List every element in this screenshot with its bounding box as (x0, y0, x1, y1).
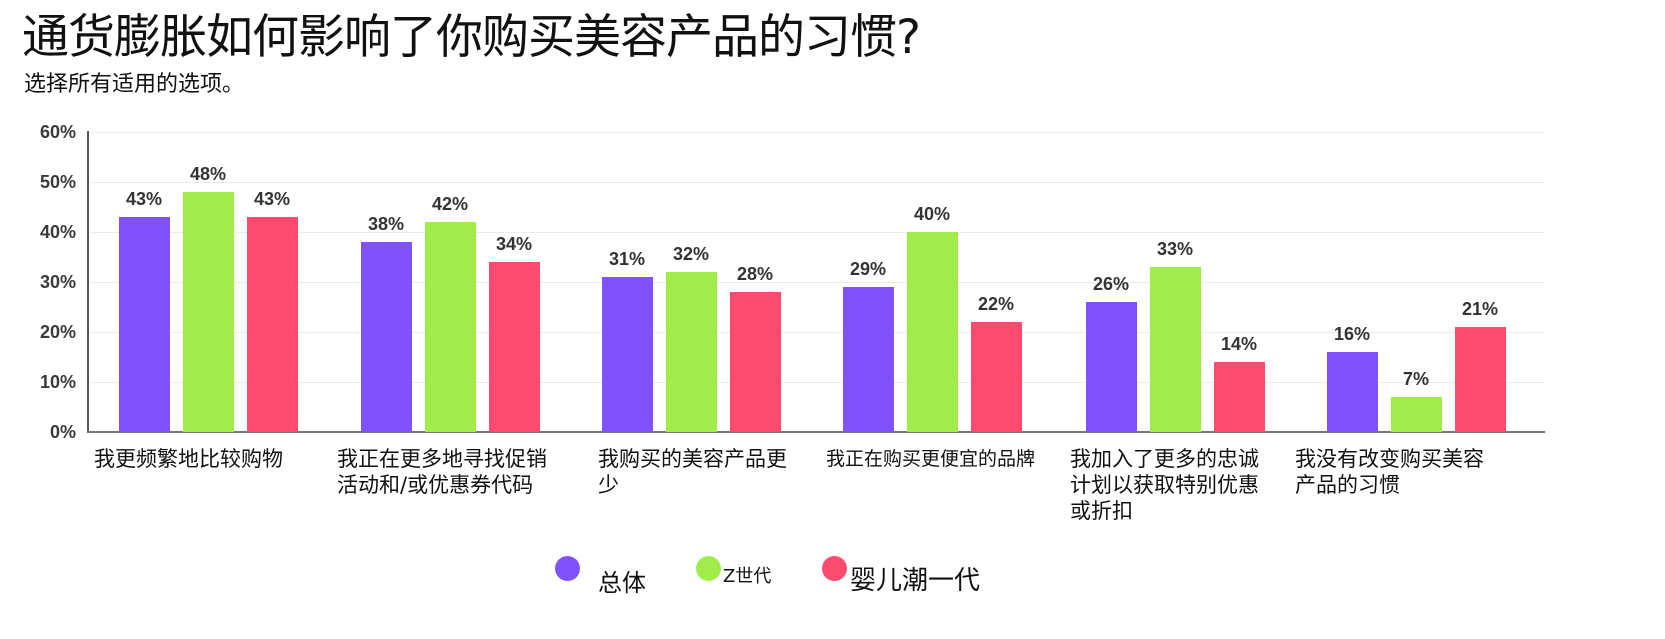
gridline (90, 282, 1545, 283)
legend-label: 婴儿潮一代 (850, 566, 981, 596)
bar-gen-z[interactable] (183, 192, 234, 432)
y-tick-label: 10% (39, 372, 76, 392)
bar-value-label: 29% (849, 259, 887, 279)
chart-legend: 总体 Z世代 婴儿潮一代 (0, 556, 1665, 597)
bar-value-label: 48% (189, 164, 227, 184)
y-tick-label: 60% (39, 122, 76, 142)
bar-boomers[interactable] (971, 322, 1022, 432)
chart-subtitle: 选择所有适用的选项。 (24, 72, 245, 97)
bar-boomers[interactable] (1214, 362, 1265, 432)
bar-gen-z[interactable] (425, 222, 476, 432)
bar-value-label: 7% (1402, 369, 1429, 389)
bar-value-label: 38% (367, 214, 405, 234)
x-category-label: 我更频繁地比较购物 (94, 446, 309, 472)
y-tick-label: 30% (39, 272, 76, 292)
bar-value-label: 42% (431, 194, 469, 214)
x-category-line: 或折扣 (1070, 499, 1133, 523)
bar-overall[interactable] (843, 287, 894, 432)
x-category-line: 我正在更多地寻找促销 (337, 447, 547, 471)
y-tick-label: 40% (39, 222, 76, 242)
x-category-line: 少 (598, 473, 619, 497)
bar-value-label: 16% (1333, 324, 1371, 344)
bar-overall[interactable] (119, 217, 170, 432)
legend-dot-icon (555, 556, 580, 581)
watermark-fragment (1578, 628, 1618, 639)
bar-value-label: 34% (495, 234, 533, 254)
bar-value-label: 14% (1220, 334, 1258, 354)
bar-boomers[interactable] (247, 217, 298, 432)
x-category-line: 活动和/或优惠券代码 (337, 473, 534, 497)
gridline (90, 232, 1545, 233)
x-category-label: 我正在更多地寻找促销 活动和/或优惠券代码 (337, 446, 552, 498)
bar-overall[interactable] (361, 242, 412, 432)
legend-dot-icon (696, 556, 721, 581)
bar-value-label: 28% (736, 264, 774, 284)
bar-value-label: 26% (1092, 274, 1130, 294)
legend-label: Z世代 (723, 566, 772, 587)
y-tick-label: 50% (39, 172, 76, 192)
bar-value-label: 40% (913, 204, 951, 224)
bar-value-label: 43% (125, 189, 163, 209)
x-category-line: 我购买的美容产品更 (598, 447, 787, 471)
x-category-line: 计划以获取特别优惠 (1070, 473, 1259, 497)
chart-title: 通货膨胀如何影响了你购买美容产品的习惯? (22, 10, 921, 65)
x-category-label: 我购买的美容产品更少 (598, 446, 813, 498)
bar-gen-z[interactable] (1391, 397, 1442, 432)
bar-overall[interactable] (602, 277, 653, 432)
y-tick-label: 20% (39, 322, 76, 342)
y-axis-line (87, 131, 89, 433)
bar-value-label: 32% (672, 244, 710, 264)
legend-dot-icon (822, 556, 847, 581)
x-category-label: 我加入了更多的忠诚 计划以获取特别优惠 或折扣 (1070, 446, 1285, 524)
bar-boomers[interactable] (489, 262, 540, 432)
bar-value-label: 31% (608, 249, 646, 269)
gridline (90, 332, 1545, 333)
x-axis-line (87, 431, 1545, 433)
bar-overall[interactable] (1327, 352, 1378, 432)
x-category-label: 我没有改变购买美容 产品的习惯 (1295, 446, 1510, 498)
bar-value-label: 21% (1461, 299, 1499, 319)
gridline (90, 382, 1545, 383)
bar-gen-z[interactable] (1150, 267, 1201, 432)
bar-overall[interactable] (1086, 302, 1137, 432)
gridline (90, 182, 1545, 183)
bar-value-label: 33% (1156, 239, 1194, 259)
y-tick-label: 0% (49, 422, 76, 442)
legend-label: 总体 (598, 569, 646, 597)
bar-value-label: 22% (977, 294, 1015, 314)
bar-boomers[interactable] (730, 292, 781, 432)
bar-gen-z[interactable] (907, 232, 958, 432)
x-category-line: 产品的习惯 (1295, 473, 1400, 497)
bar-value-label: 43% (253, 189, 291, 209)
bar-boomers[interactable] (1455, 327, 1506, 432)
gridline (90, 132, 1545, 133)
bar-gen-z[interactable] (666, 272, 717, 432)
x-category-line: 我加入了更多的忠诚 (1070, 447, 1259, 471)
x-category-line: 我正在购买更便宜的品牌 (826, 448, 1036, 470)
x-category-line: 我没有改变购买美容 (1295, 447, 1484, 471)
x-category-line: 我更频繁地比较购物 (94, 447, 283, 471)
x-category-label: 我正在购买更便宜的品牌 (826, 446, 1056, 472)
